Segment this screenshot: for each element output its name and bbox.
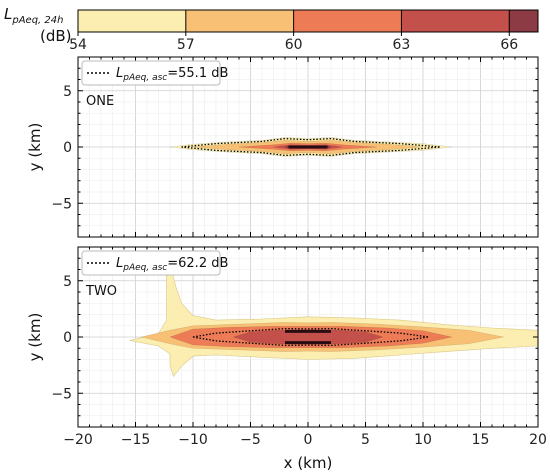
colorbar-frame: [77, 9, 539, 33]
colorbar-swatch: [78, 10, 186, 32]
y-axis-label: y (km): [26, 123, 44, 172]
y-axis-label: y (km): [26, 313, 44, 362]
y-tick-label: −5: [51, 386, 72, 402]
subplot-label: ONE: [86, 94, 114, 109]
colorbar-swatch: [293, 10, 402, 32]
x-tick-label: −20: [63, 432, 93, 448]
colorbar-swatch: [401, 10, 510, 32]
x-tick-label: 0: [304, 432, 313, 448]
legend: LpAeq, asc=62.2 dB: [81, 250, 228, 276]
subplot-two: 5 0 −5 −20 −15 −10 −5 0 5 10 15 20 LpAeq, asc=62.2 …: [26, 246, 547, 472]
x-tick-label: 5: [361, 432, 370, 448]
colorbar-unit: (dB): [40, 27, 72, 45]
colorbar-tick-label: 54: [69, 37, 87, 53]
asc-contour: [181, 137, 441, 157]
colorbar-tick-label: 66: [500, 37, 518, 53]
x-axis-label: x (km): [284, 454, 333, 472]
x-tick-label: −5: [240, 432, 261, 448]
colorbar-swatch: [185, 10, 294, 32]
legend-entry: LpAeq, asc=62.2 dB: [116, 256, 228, 273]
x-tick-label: 15: [472, 432, 490, 448]
colorbar-swatch: [509, 10, 538, 32]
x-tick-label: −15: [121, 432, 151, 448]
contour-63: [232, 329, 384, 345]
subplot-one: 5 0 −5 LpAeq, asc=55.1 dB ONE y (km): [26, 56, 539, 238]
legend: LpAeq, asc=55.1 dB: [81, 60, 228, 86]
contour-set: [129, 272, 538, 378]
y-tick-label: 5: [63, 274, 72, 290]
x-tick-label: −10: [178, 432, 208, 448]
x-tick-label: 10: [414, 432, 432, 448]
legend-entry: LpAeq, asc=55.1 dB: [116, 66, 228, 83]
colorbar-tick-label: 63: [393, 37, 411, 53]
colorbar-tick-label: 60: [285, 37, 303, 53]
axis-ticks: 5 0 −5: [51, 56, 539, 238]
colorbar-tick-label: 57: [177, 37, 195, 53]
colorbar: 54 57 60 63 66 LpAeq, 24h (dB): [4, 5, 539, 53]
legend-box: [81, 60, 221, 86]
x-tick-label: 20: [529, 432, 547, 448]
y-tick-label: 5: [63, 84, 72, 100]
contour-set: [169, 137, 452, 157]
y-tick-label: 0: [63, 330, 72, 346]
colorbar-title: LpAeq, 24h: [4, 5, 63, 26]
y-tick-label: −5: [51, 196, 72, 212]
y-tick-label: 0: [63, 140, 72, 156]
legend-box: [81, 250, 221, 276]
subplot-label: TWO: [85, 284, 117, 299]
axis-ticks: 5 0 −5 −20 −15 −10 −5 0 5 10 15 20: [51, 246, 547, 448]
